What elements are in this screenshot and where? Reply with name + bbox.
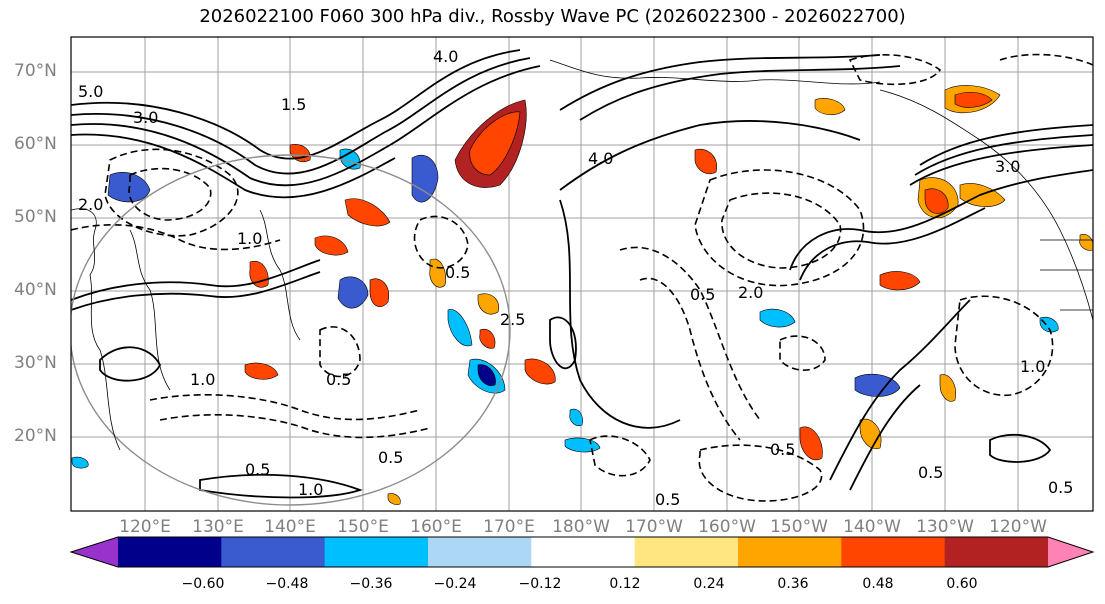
colorbar-segment bbox=[738, 537, 842, 567]
lon-label: 140°E bbox=[264, 517, 316, 537]
contour-label: 3.0 bbox=[133, 108, 158, 127]
colorbar-tick-label: −0.60 bbox=[181, 576, 225, 592]
contours-negative bbox=[71, 53, 1093, 502]
colorbar-tick-label: 0.36 bbox=[777, 576, 809, 592]
contour-label: 1.0 bbox=[190, 370, 215, 389]
contour-label: 2.5 bbox=[500, 310, 525, 329]
contour-label: 0.5 bbox=[770, 440, 795, 459]
colorbar-tick-label: −0.48 bbox=[265, 576, 309, 592]
map-area bbox=[71, 37, 1093, 511]
lon-label: 120°W bbox=[989, 517, 1047, 537]
contour-label: 1.5 bbox=[281, 95, 306, 114]
colorbar-segment bbox=[221, 537, 326, 567]
lat-label-20n: 20°N bbox=[14, 426, 57, 446]
contour-label: 1.0 bbox=[298, 480, 323, 499]
contour-label: 4.0 bbox=[433, 47, 458, 66]
lon-label: 120°E bbox=[119, 517, 171, 537]
map-title: 2026022100 F060 300 hPa div., Rossby Wav… bbox=[199, 6, 906, 27]
colorbar bbox=[69, 536, 1095, 568]
map-frame bbox=[70, 36, 1094, 512]
lat-label-50n: 50°N bbox=[14, 207, 57, 227]
colorbar-tick-label: 0.12 bbox=[609, 576, 641, 592]
contour-labels: 5.0 3.0 2.0 1.0 4.0 1.5 0.5 2.5 4.0 3.0 … bbox=[78, 47, 1073, 509]
lon-label: 170°E bbox=[483, 517, 535, 537]
graticule bbox=[71, 37, 1093, 511]
colorbar-segment bbox=[634, 537, 739, 567]
contour-label: 0.5 bbox=[245, 460, 270, 479]
contour-label: 0.5 bbox=[378, 448, 403, 467]
lat-label-30n: 30°N bbox=[14, 353, 57, 373]
colorbar-tick-label: −0.12 bbox=[518, 576, 562, 592]
colorbar-segment bbox=[841, 537, 946, 567]
lon-label: 150°E bbox=[337, 517, 389, 537]
colorbar-segment bbox=[428, 537, 532, 567]
lon-label: 180°W bbox=[552, 517, 610, 537]
lat-label-70n: 70°N bbox=[14, 61, 57, 81]
colorbar-tick-label: −0.36 bbox=[349, 576, 393, 592]
colorbar-tick-label: 0.24 bbox=[693, 576, 725, 592]
colorbar-segment bbox=[324, 537, 429, 567]
colorbar-segment bbox=[944, 537, 1049, 567]
contour-label: 3.0 bbox=[995, 157, 1020, 176]
contour-label: 1.0 bbox=[1020, 357, 1045, 376]
colorbar-tick-label: −0.24 bbox=[433, 576, 477, 592]
lon-label: 140°W bbox=[843, 517, 901, 537]
colorbar-extend-high bbox=[1048, 537, 1093, 567]
contour-label: 5.0 bbox=[78, 82, 103, 101]
lon-label: 130°E bbox=[192, 517, 244, 537]
lon-label: 130°W bbox=[916, 517, 974, 537]
colorbar-segment bbox=[118, 537, 222, 567]
coastlines bbox=[71, 59, 1093, 451]
contour-label: 0.5 bbox=[655, 490, 680, 509]
lon-label: 150°W bbox=[770, 517, 828, 537]
colorbar-segment bbox=[531, 537, 636, 567]
contour-label: 0.5 bbox=[690, 285, 715, 304]
contour-label: 0.5 bbox=[1048, 478, 1073, 497]
colorbar-extend-low bbox=[71, 537, 118, 567]
colorbar-tick-label: 0.48 bbox=[862, 576, 894, 592]
lon-label: 170°W bbox=[625, 517, 683, 537]
lon-label: 160°E bbox=[410, 517, 462, 537]
lat-label-40n: 40°N bbox=[14, 280, 57, 300]
contour-label: 4.0 bbox=[588, 149, 613, 168]
contour-label: 0.5 bbox=[326, 370, 351, 389]
contour-label: 1.0 bbox=[237, 229, 262, 248]
contour-label: 0.5 bbox=[918, 463, 943, 482]
lat-label-60n: 60°N bbox=[14, 134, 57, 154]
lon-label: 160°W bbox=[698, 517, 756, 537]
contour-label: 0.5 bbox=[445, 263, 470, 282]
rossby-phase-circle bbox=[71, 154, 511, 506]
contour-label: 2.0 bbox=[738, 283, 763, 302]
contour-label: 2.0 bbox=[78, 195, 103, 214]
colorbar-tick-label: 0.60 bbox=[946, 576, 978, 592]
